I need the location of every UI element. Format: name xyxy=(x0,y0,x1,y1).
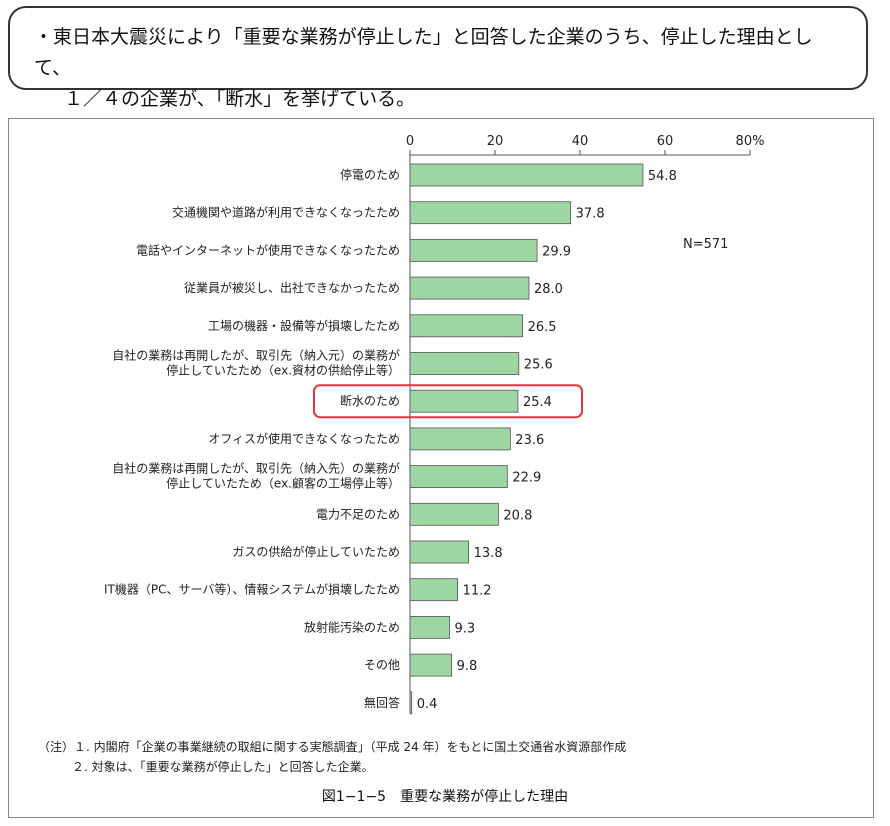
category-label: 無回答 xyxy=(364,695,400,710)
bar-value-label: 9.8 xyxy=(457,659,478,674)
category-label: 電力不足のため xyxy=(316,507,400,521)
bar xyxy=(409,653,453,677)
bar xyxy=(409,238,538,262)
callout-line-2: １／４の企業が、「断水」を挙げている。 xyxy=(64,88,416,110)
bar xyxy=(409,163,644,187)
bar xyxy=(409,276,530,300)
category-label: その他 xyxy=(364,658,400,672)
callout-line-1: ・東日本大震災により「重要な業務が停止した」と回答した企業のうち、停止した理由と… xyxy=(34,26,813,79)
x-tick-label: 60 xyxy=(657,134,674,149)
bar xyxy=(409,502,499,526)
category-label-line: 停止していたため（ex.顧客の工場停止等） xyxy=(166,476,400,491)
bar-value-label: 28.0 xyxy=(534,282,563,297)
bar xyxy=(409,427,511,451)
bar xyxy=(409,201,572,225)
figure-caption: 図1−1−5 重要な業務が停止した理由 xyxy=(321,789,569,805)
category-label: 自社の業務は再開したが、取引先（納入先）の業務が停止していたため（ex.顧客の工… xyxy=(112,461,400,491)
bar xyxy=(409,540,470,564)
category-label-line: 停止していたため（ex.資材の供給停止等） xyxy=(166,363,400,378)
bar-value-label: 26.5 xyxy=(528,320,557,335)
bar-value-label: 13.8 xyxy=(474,546,503,561)
sample-size-label: N=571 xyxy=(683,237,728,252)
category-label: 電話やインターネットが使用できなくなったため xyxy=(136,242,400,257)
bar xyxy=(409,465,508,489)
highlight-box xyxy=(313,384,583,419)
category-label: 従業員が被災し、出社できなかったため xyxy=(184,280,400,295)
source-note: （注）１. 内閣府「企業の事業継続の取組に関する実態調査」（平成 24 年）をも… xyxy=(38,740,627,754)
bar-value-label: 22.9 xyxy=(512,471,541,486)
category-label-line: 自社の業務は再開したが、取引先（納入元）の業務が xyxy=(112,348,400,363)
category-label: 交通機関や道路が利用できなくなったため xyxy=(172,205,400,220)
bar-value-label: 29.9 xyxy=(542,244,571,259)
bar xyxy=(409,352,520,375)
category-label-line: 自社の業務は再開したが、取引先（納入先）の業務が xyxy=(112,461,400,476)
bar xyxy=(409,389,519,413)
category-label: 自社の業務は再開したが、取引先（納入元）の業務が停止していたため（ex.資材の供… xyxy=(112,348,400,378)
x-tick-label: 20 xyxy=(487,134,504,149)
x-tick-label: 80% xyxy=(736,134,765,149)
bar xyxy=(409,691,413,715)
x-tick-label: 40 xyxy=(572,134,589,149)
category-label: IT機器（PC、サーバ等）、情報システムが損壊したため xyxy=(104,582,400,597)
bar-value-label: 25.6 xyxy=(524,358,553,373)
bar-value-label: 54.8 xyxy=(648,169,677,184)
bar-value-label: 23.6 xyxy=(515,433,544,448)
figure-frame xyxy=(8,118,874,818)
bar-value-label: 20.8 xyxy=(503,508,532,523)
category-label: 放射能汚染のため xyxy=(304,619,400,634)
category-label: 停電のため xyxy=(340,167,400,182)
bar xyxy=(409,578,458,602)
category-label: 断水のため xyxy=(340,393,400,408)
category-label: 工場の機器・設備等が損壊したため xyxy=(208,318,400,333)
category-label: ガスの供給が停止していたため xyxy=(232,544,400,559)
bar xyxy=(409,314,524,338)
bar xyxy=(409,616,450,639)
bar-value-label: 25.4 xyxy=(523,395,552,410)
category-label: オフィスが使用できなくなったため xyxy=(208,431,400,446)
bar-value-label: 37.8 xyxy=(576,207,605,222)
scope-note: ２. 対象は、「重要な業務が停止した」と回答した企業。 xyxy=(72,760,374,774)
bar-value-label: 11.2 xyxy=(463,584,492,599)
bar-value-label: 9.3 xyxy=(455,621,476,636)
summary-callout: ・東日本大震災により「重要な業務が停止した」と回答した企業のうち、停止した理由と… xyxy=(8,6,868,110)
x-tick-label: 0 xyxy=(406,134,414,149)
bar-value-label: 0.4 xyxy=(417,697,438,712)
